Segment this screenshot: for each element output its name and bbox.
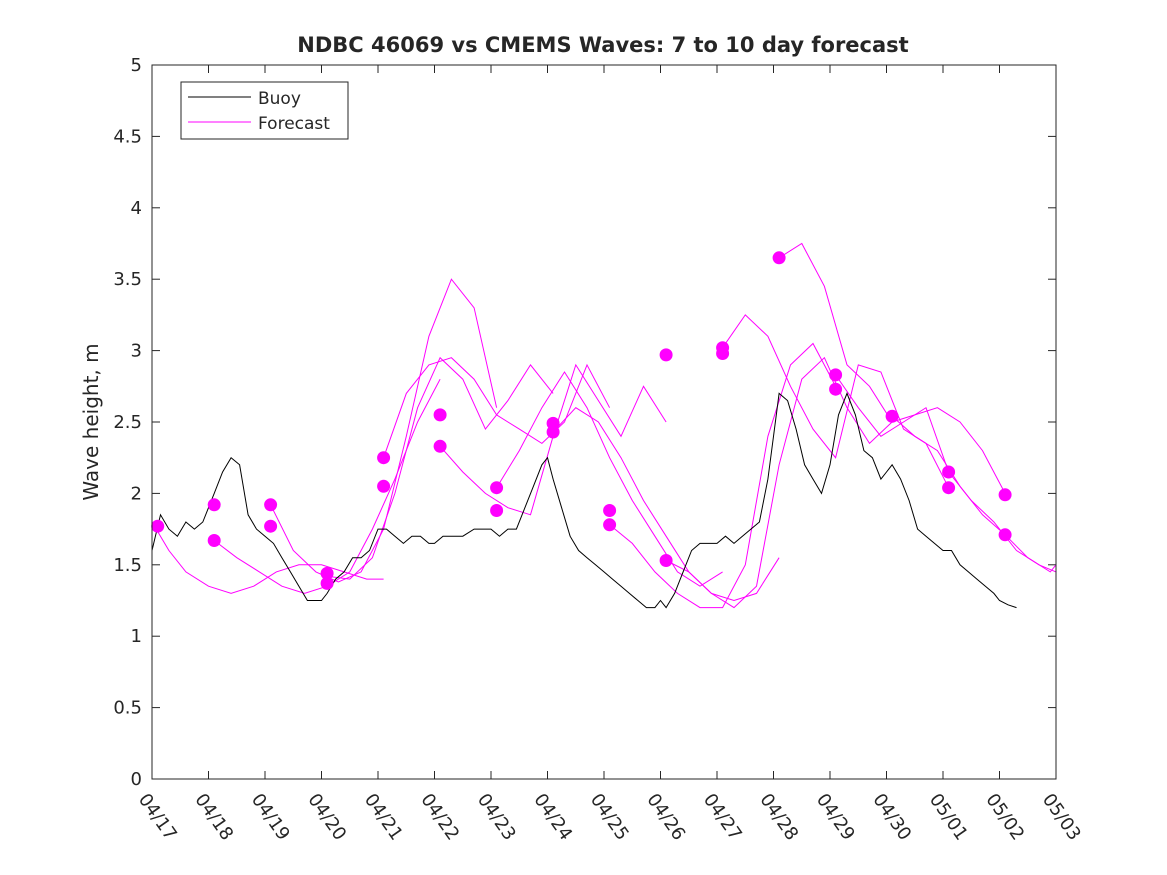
- y-tick-label: 3.5: [113, 269, 142, 290]
- forecast-marker: [659, 554, 673, 567]
- forecast-marker: [659, 348, 673, 362]
- y-axis-label: Wave height, m: [79, 343, 103, 500]
- plot-area: [152, 65, 1056, 779]
- forecast-marker: [320, 576, 334, 590]
- forecast-marker: [433, 408, 447, 422]
- forecast-marker: [885, 409, 899, 423]
- y-tick-label: 2.5: [113, 412, 142, 433]
- buoy-line: [151, 392, 1017, 609]
- forecast-marker: [207, 498, 221, 512]
- forecast-marker: [490, 504, 504, 517]
- forecast-marker: [716, 347, 730, 360]
- y-tick-label: 1: [131, 626, 142, 647]
- forecast-marker: [377, 451, 391, 465]
- forecast-marker: [433, 439, 447, 453]
- forecast-line: [327, 356, 554, 580]
- y-tick-label: 0.5: [113, 698, 142, 719]
- legend-box: [180, 81, 349, 140]
- forecast-line: [552, 407, 780, 602]
- forecast-line: [383, 357, 611, 458]
- y-tick-label: 3: [131, 341, 142, 362]
- forecast-line: [665, 356, 893, 609]
- forecast-line: [496, 371, 723, 587]
- y-tick-label: 5: [131, 55, 142, 76]
- forecast-marker: [942, 481, 956, 495]
- forecast-marker: [998, 488, 1012, 502]
- plot-frame: [151, 64, 1057, 780]
- forecast-marker: [151, 519, 165, 533]
- forecast-marker: [377, 479, 391, 493]
- forecast-marker: [207, 534, 221, 547]
- forecast-marker: [942, 465, 956, 479]
- forecast-line: [722, 314, 950, 488]
- forecast-marker: [829, 382, 843, 396]
- forecast-marker: [490, 481, 504, 495]
- forecast-marker: [264, 498, 278, 512]
- y-tick-label: 2: [131, 483, 142, 504]
- y-tick-label: 4.5: [113, 126, 142, 147]
- forecast-marker: [829, 368, 843, 382]
- forecast-marker: [603, 518, 617, 532]
- forecast-marker: [264, 519, 278, 533]
- legend-forecast-label: Forecast: [258, 114, 330, 134]
- forecast-line: [891, 415, 1057, 573]
- legend: Buoy Forecast: [180, 81, 349, 140]
- forecast-marker: [320, 566, 334, 580]
- y-tick-label: 4: [131, 198, 142, 219]
- forecast-line: [609, 342, 837, 609]
- forecast-marker: [998, 528, 1012, 542]
- forecast-marker: [603, 504, 617, 517]
- chart-title: NDBC 46069 vs CMEMS Waves: 7 to 10 day f…: [297, 33, 908, 57]
- series-layer: [151, 242, 1057, 609]
- legend-buoy-label: Buoy: [258, 89, 301, 109]
- y-tick-label: 1.5: [113, 555, 142, 576]
- forecast-marker: [772, 251, 786, 265]
- forecast-marker: [546, 425, 560, 439]
- y-tick-label: 0: [131, 769, 142, 790]
